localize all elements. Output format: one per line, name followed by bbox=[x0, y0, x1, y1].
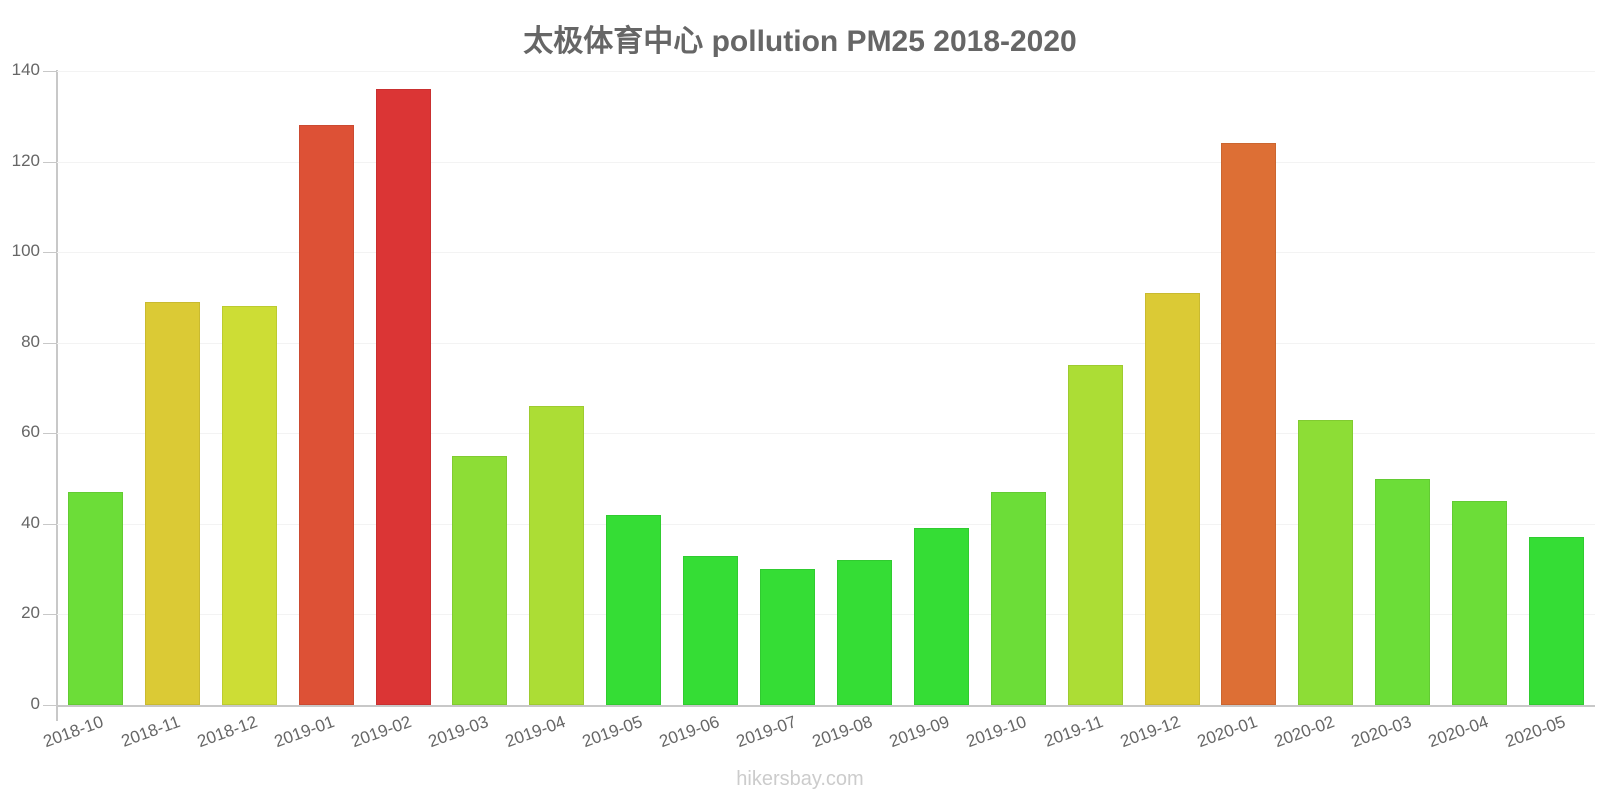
x-tick-label: 2020-02 bbox=[1271, 712, 1337, 752]
bar-2020-04[interactable] bbox=[1452, 501, 1508, 705]
bar-2020-03[interactable] bbox=[1375, 478, 1431, 705]
y-axis-line bbox=[56, 70, 58, 721]
gridline bbox=[57, 433, 1595, 434]
chart-title: 太极体育中心 pollution PM25 2018-2020 bbox=[523, 25, 1077, 58]
y-tick-label: 60 bbox=[21, 422, 40, 441]
bar-2019-03[interactable] bbox=[452, 455, 508, 705]
y-tick-label: 120 bbox=[11, 151, 40, 170]
gridline bbox=[57, 343, 1595, 344]
gridline bbox=[57, 524, 1595, 525]
y-tick-mark bbox=[43, 433, 57, 434]
bar-2019-12[interactable] bbox=[1144, 292, 1200, 705]
x-tick-label: 2019-05 bbox=[579, 712, 645, 752]
bar-2020-01[interactable] bbox=[1221, 143, 1277, 705]
x-tick-label: 2020-01 bbox=[1194, 712, 1260, 752]
bar-2019-08[interactable] bbox=[836, 560, 892, 705]
gridline bbox=[57, 614, 1595, 615]
gridline bbox=[57, 162, 1595, 163]
bar-2018-10[interactable] bbox=[67, 492, 123, 705]
x-axis-line bbox=[56, 705, 1595, 707]
bar-2019-10[interactable] bbox=[990, 492, 1046, 705]
bar-2020-02[interactable] bbox=[1298, 419, 1354, 705]
x-tick-label: 2020-03 bbox=[1348, 712, 1414, 752]
y-tick-label: 40 bbox=[21, 513, 40, 532]
x-tick-label: 2019-12 bbox=[1117, 712, 1183, 752]
y-tick-label: 0 bbox=[30, 694, 40, 713]
y-tick-mark bbox=[43, 524, 57, 525]
y-tick-mark bbox=[43, 162, 57, 163]
x-tick-label: 2019-11 bbox=[1041, 712, 1106, 751]
gridline bbox=[57, 252, 1595, 253]
bar-2019-09[interactable] bbox=[913, 528, 969, 705]
x-tick-label: 2020-05 bbox=[1502, 712, 1568, 752]
bar-2019-04[interactable] bbox=[529, 406, 585, 705]
y-tick-mark bbox=[43, 705, 57, 706]
y-tick-mark bbox=[43, 71, 57, 72]
bar-2018-12[interactable] bbox=[221, 306, 277, 705]
bar-2019-02[interactable] bbox=[375, 89, 431, 705]
y-tick-mark bbox=[43, 252, 57, 253]
watermark: hikersbay.com bbox=[736, 768, 864, 790]
x-tick-label: 2018-10 bbox=[41, 712, 107, 752]
x-tick-label: 2019-02 bbox=[348, 712, 414, 752]
y-tick-label: 80 bbox=[21, 332, 40, 351]
x-tick-label: 2018-12 bbox=[195, 712, 261, 752]
x-tick-label: 2020-04 bbox=[1425, 712, 1491, 752]
bar-2019-06[interactable] bbox=[683, 555, 739, 705]
bar-2019-05[interactable] bbox=[606, 514, 662, 705]
x-tick-label: 2019-09 bbox=[887, 712, 953, 752]
gridline bbox=[57, 71, 1595, 72]
bar-2019-11[interactable] bbox=[1067, 365, 1123, 705]
bar-2020-05[interactable] bbox=[1529, 537, 1585, 705]
x-tick-label: 2019-08 bbox=[810, 712, 876, 752]
bar-2019-01[interactable] bbox=[298, 125, 354, 705]
x-tick-label: 2019-03 bbox=[425, 712, 491, 752]
y-tick-label: 20 bbox=[21, 603, 40, 622]
x-tick-label: 2019-07 bbox=[733, 712, 799, 752]
x-tick-label: 2019-01 bbox=[271, 712, 338, 752]
y-tick-mark bbox=[43, 614, 57, 615]
bar-2018-11[interactable] bbox=[144, 301, 200, 705]
y-tick-label: 100 bbox=[11, 241, 40, 260]
y-tick-label: 140 bbox=[11, 60, 40, 79]
x-tick-label: 2019-04 bbox=[502, 712, 568, 752]
x-tick-label: 2019-06 bbox=[656, 712, 722, 752]
x-tick-label: 2019-10 bbox=[964, 712, 1030, 752]
y-tick-mark bbox=[43, 343, 57, 344]
bar-2019-07[interactable] bbox=[760, 569, 816, 705]
x-tick-label: 2018-11 bbox=[119, 712, 183, 751]
